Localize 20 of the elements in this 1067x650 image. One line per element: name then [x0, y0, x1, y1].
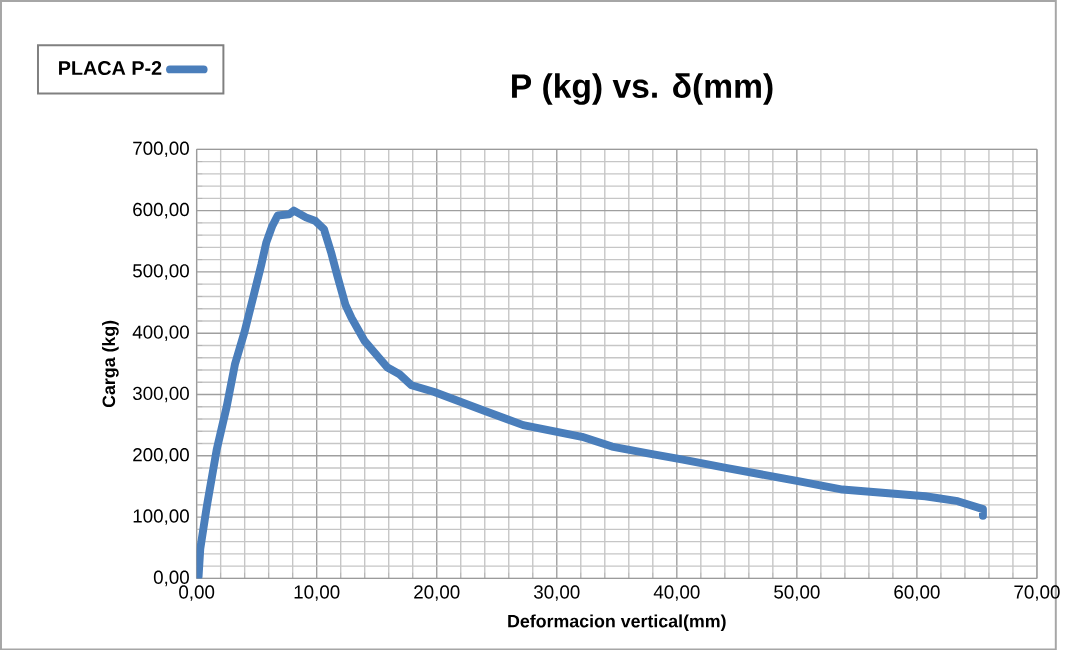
- x-tick-label: 0,00: [179, 585, 215, 601]
- x-tick-label: 40,00: [653, 585, 700, 601]
- x-axis-title: Deformacion vertical(mm): [508, 614, 726, 631]
- y-tick-label: 700,00: [133, 141, 189, 157]
- x-tick-label: 20,00: [414, 585, 460, 601]
- legend-label: PLACA P-2: [59, 60, 162, 75]
- chart-title: P (kg) vs. δ(mm): [512, 73, 773, 105]
- y-axis-title: Carga (kg): [102, 320, 119, 407]
- y-tick-label: 400,00: [132, 325, 189, 341]
- x-tick-label: 60,00: [894, 585, 940, 601]
- y-tick-label: 300,00: [132, 386, 189, 403]
- y-tick-label: 200,00: [133, 447, 189, 464]
- y-tick-label: 0,00: [153, 570, 189, 586]
- x-tick-label: 50,00: [774, 585, 820, 601]
- x-tick-label: 10,00: [294, 585, 340, 601]
- y-tick-label: 100,00: [133, 509, 189, 525]
- y-tick-label: 500,00: [132, 263, 189, 280]
- y-tick-label: 600,00: [133, 202, 189, 219]
- x-tick-label: 30,00: [533, 585, 580, 601]
- x-tick-label: 70,00: [1014, 585, 1060, 601]
